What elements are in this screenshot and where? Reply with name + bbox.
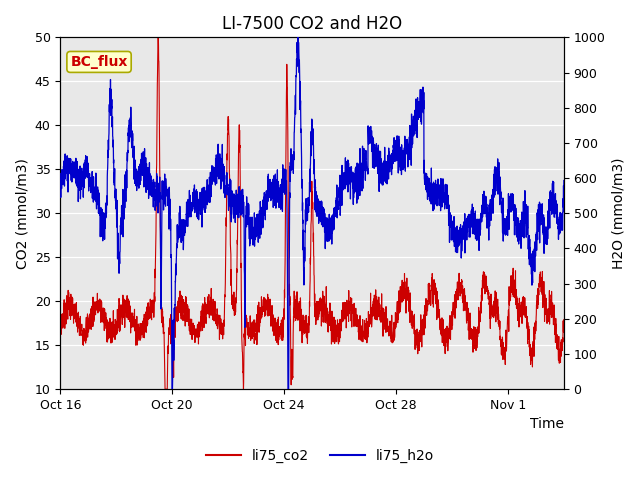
Text: BC_flux: BC_flux [70, 55, 128, 69]
Y-axis label: CO2 (mmol/m3): CO2 (mmol/m3) [15, 158, 29, 269]
Y-axis label: H2O (mmol/m3): H2O (mmol/m3) [611, 157, 625, 269]
Legend: li75_co2, li75_h2o: li75_co2, li75_h2o [200, 443, 440, 468]
Title: LI-7500 CO2 and H2O: LI-7500 CO2 and H2O [222, 15, 402, 33]
X-axis label: Time: Time [530, 418, 564, 432]
